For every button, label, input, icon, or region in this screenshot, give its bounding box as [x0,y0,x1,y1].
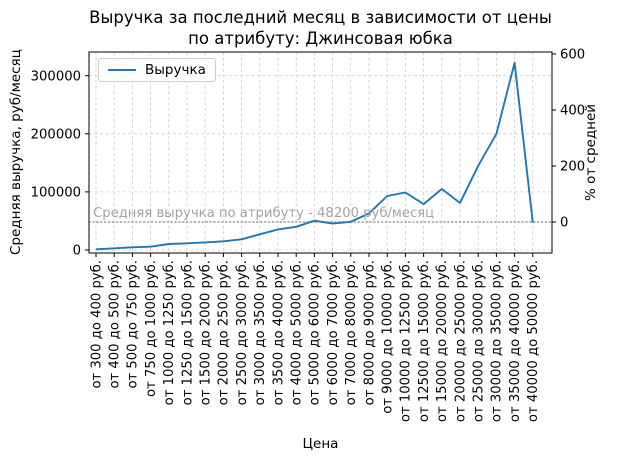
average-revenue-annotation: Средняя выручка по атрибуту - 48200 руб/… [93,206,435,221]
svg-text:от 30000 до 35000 руб.: от 30000 до 35000 руб. [489,260,505,422]
svg-text:от 9000 до 10000 руб.: от 9000 до 10000 руб. [380,260,396,414]
svg-text:300000: 300000 [31,69,81,84]
svg-text:от 5000 до 6000 руб.: от 5000 до 6000 руб. [307,260,323,405]
svg-text:от 25000 до 30000 руб.: от 25000 до 30000 руб. [471,260,487,422]
svg-text:от 12500 до 15000 руб.: от 12500 до 15000 руб. [416,260,432,422]
svg-text:400: 400 [560,104,585,119]
svg-text:от 8000 до 9000 руб.: от 8000 до 9000 руб. [361,260,377,405]
legend: Выручка [98,58,216,82]
svg-text:от 4000 до 5000 руб.: от 4000 до 5000 руб. [289,260,305,405]
svg-text:200000: 200000 [31,127,81,142]
svg-text:от 300 до 400 руб.: от 300 до 400 руб. [88,260,104,389]
svg-text:от 35000 до 40000 руб.: от 35000 до 40000 руб. [507,260,523,422]
svg-text:от 1500 до 2000 руб.: от 1500 до 2000 руб. [198,260,214,405]
svg-text:от 7000 до 8000 руб.: от 7000 до 8000 руб. [343,260,359,405]
svg-text:200: 200 [560,160,585,175]
svg-text:100000: 100000 [31,186,81,201]
chart-title: Выручка за последний месяц в зависимости… [89,7,552,50]
chart-title-line2: по атрибуту: Джинсовая юбка [188,29,453,49]
y-axis-left-label: Средняя выручка, руб/месяц [8,49,24,256]
svg-text:от 10000 до 12500 руб.: от 10000 до 12500 руб. [398,260,414,422]
chart-title-line1: Выручка за последний месяц в зависимости… [89,8,552,27]
svg-text:от 40000 до 50000 руб.: от 40000 до 50000 руб. [525,260,541,422]
svg-text:от 15000 до 20000 руб.: от 15000 до 20000 руб. [434,260,450,422]
svg-text:от 3000 до 3500 руб.: от 3000 до 3500 руб. [252,260,268,405]
legend-line-swatch [108,68,136,72]
svg-text:от 1000 до 1250 руб.: от 1000 до 1250 руб. [161,260,177,405]
svg-text:от 2000 до 2500 руб.: от 2000 до 2500 руб. [216,260,232,405]
svg-text:от 3500 до 4000 руб.: от 3500 до 4000 руб. [270,260,286,405]
svg-text:от 1250 до 1500 руб.: от 1250 до 1500 руб. [179,260,195,405]
svg-text:от 20000 до 25000 руб.: от 20000 до 25000 руб. [452,260,468,422]
svg-text:от 2500 до 3000 руб.: от 2500 до 3000 руб. [234,260,250,405]
svg-text:от 500 до 750 руб.: от 500 до 750 руб. [125,260,141,389]
svg-text:от 750 до 1000 руб.: от 750 до 1000 руб. [143,260,159,397]
svg-text:0: 0 [73,244,81,259]
x-axis-label: Цена [302,436,339,452]
svg-text:600: 600 [560,48,585,63]
svg-text:0: 0 [560,216,568,231]
legend-series-label: Выручка [145,62,206,78]
svg-text:от 6000 до 7000 руб.: от 6000 до 7000 руб. [325,260,341,405]
svg-text:от 400 до 500 руб.: от 400 до 500 руб. [107,260,123,389]
y-axis-right-label: % от средней [583,103,599,202]
